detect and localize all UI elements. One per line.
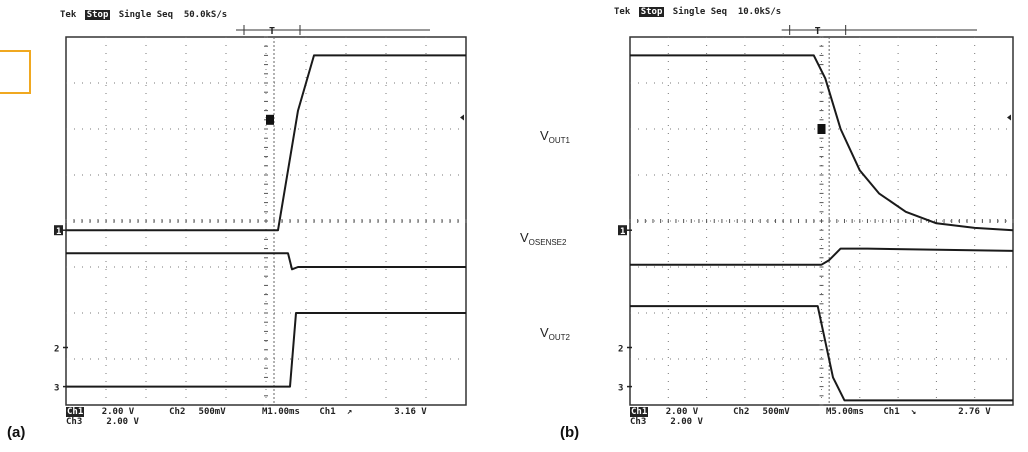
scope-footer-b: Ch1 2.00 V Ch2 500mV M5.00ms Ch1 ↘ 2.76 … [630, 407, 991, 427]
trigger-level-arrow [1007, 114, 1011, 121]
panel-label-a: (a) [7, 424, 26, 441]
trigger-position-marker: T [269, 26, 275, 37]
ch2-scale: 500mV [762, 407, 790, 417]
signal-label-vosense2: VOSENSE2 [520, 230, 566, 247]
channel-marker-bg [54, 225, 63, 236]
ch1-badge: Ch1 [630, 407, 649, 417]
ch3-label: Ch3 [66, 417, 83, 427]
panel-label-b: (b) [560, 424, 580, 441]
label-sub: OUT1 [548, 136, 571, 145]
trigger-source: Ch1 [319, 407, 336, 417]
trigger-source: Ch1 [883, 407, 900, 417]
label-main: V [540, 325, 549, 340]
orange-highlight-box [0, 50, 31, 94]
sample-rate: 50.0kS/s [183, 10, 228, 20]
trigger-slope: ↗ [346, 407, 353, 417]
signal-label-vout2: VOUT2 [540, 325, 570, 342]
scope-plot-a: T 1 2 3 [54, 25, 467, 406]
channel-marker-label: 3 [618, 384, 623, 394]
scope-header-a: Tek Stop Single Seq 50.0kS/s [60, 10, 227, 20]
scope-plot-b: T 1 2 3 [618, 25, 1014, 406]
acquisition-mode: Single Seq [118, 10, 173, 20]
ch3-label: Ch3 [630, 417, 647, 427]
stop-badge: Stop [638, 7, 665, 17]
brand-text: Tek [614, 7, 631, 17]
trace-channel-3 [66, 312, 466, 388]
trigger-level: 2.76 V [958, 407, 991, 417]
timebase: M1.00ms [261, 407, 300, 417]
channel-marker-label: 1 [620, 227, 625, 237]
trigger-level-marker [817, 124, 826, 134]
channel-marker-label: 2 [54, 345, 59, 355]
signal-label-vout1: VOUT1 [540, 128, 570, 145]
trace-channel-1 [66, 54, 466, 232]
channel-marker-label: 3 [54, 384, 59, 394]
scope-footer-a: Ch1 2.00 V Ch2 500mV M1.00ms Ch1 ↗ 3.16 … [66, 407, 427, 427]
trace-channel-2 [630, 247, 1014, 266]
ch1-badge: Ch1 [66, 407, 85, 417]
ch2-scale: 500mV [198, 407, 226, 417]
ch3-scale: 2.00 V [106, 417, 139, 427]
label-main: V [520, 230, 529, 245]
channel-marker-bg [618, 225, 627, 236]
acquisition-mode: Single Seq [672, 7, 727, 17]
scope-header-b: Tek Stop Single Seq 10.0kS/s [614, 7, 781, 17]
trigger-level-marker [266, 114, 274, 125]
ch3-scale: 2.00 V [670, 417, 703, 427]
trigger-position-marker: T [815, 26, 821, 37]
channel-marker-label: 1 [56, 227, 61, 237]
trigger-slope: ↘ [910, 407, 917, 417]
ch1-scale: 2.00 V [101, 407, 135, 417]
channel-marker-label: 2 [618, 345, 623, 355]
sample-rate: 10.0kS/s [737, 7, 782, 17]
label-sub: OSENSE2 [528, 238, 567, 247]
brand-text: Tek [60, 10, 77, 20]
trace-channel-3 [630, 305, 1013, 402]
label-main: V [540, 128, 549, 143]
ch2-label: Ch2 [169, 407, 186, 417]
label-sub: OUT2 [548, 333, 571, 342]
ch2-label: Ch2 [733, 407, 750, 417]
ch1-scale: 2.00 V [665, 407, 699, 417]
trigger-level-arrow [460, 114, 464, 121]
timebase: M5.00ms [825, 407, 864, 417]
stop-badge: Stop [84, 10, 111, 20]
trigger-level: 3.16 V [394, 407, 427, 417]
trace-channel-2 [66, 252, 466, 271]
trace-channel-1 [630, 54, 1014, 232]
